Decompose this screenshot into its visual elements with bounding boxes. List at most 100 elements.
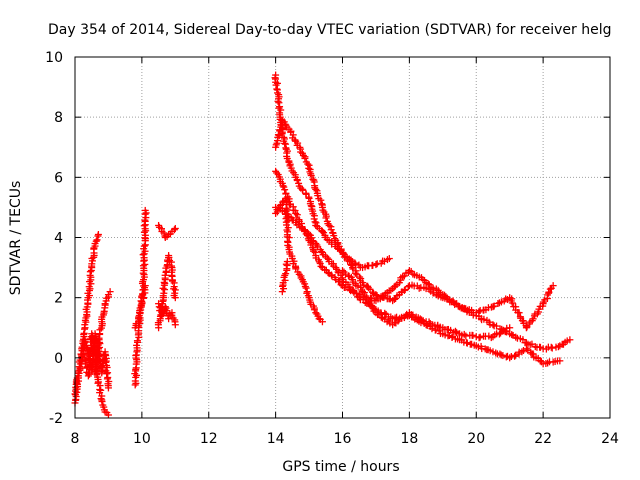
data-point-track (545, 288, 553, 296)
data-point-track (301, 283, 309, 291)
data-point-track (103, 370, 111, 378)
data-point-track (133, 341, 141, 349)
data-point-track (511, 351, 519, 359)
data-point-track (133, 337, 141, 345)
y-tick-label: 0 (54, 351, 63, 367)
data-point-track (140, 228, 148, 236)
data-point-track (272, 141, 280, 149)
data-point (506, 354, 514, 362)
data-point-track (529, 350, 537, 358)
data-point-track (283, 206, 291, 214)
data-point-track (368, 303, 376, 311)
x-tick-label: 24 (601, 431, 619, 447)
data-point (104, 291, 112, 299)
data-point-track (314, 192, 322, 200)
data-point-track (511, 352, 519, 360)
data-point (506, 324, 514, 332)
data-point-track (480, 315, 488, 323)
data-point-track (390, 295, 398, 303)
data-point (161, 303, 169, 311)
data-point-track (160, 229, 168, 237)
data-point (292, 209, 300, 217)
x-tick-label: 8 (71, 431, 80, 447)
x-tick-label: 12 (200, 431, 218, 447)
data-points (71, 71, 574, 419)
y-tick-label: 10 (45, 50, 63, 66)
data-point-track (351, 269, 359, 277)
x-tick-label: 18 (400, 431, 418, 447)
y-axis-title: SDTVAR / TECUs (8, 181, 24, 296)
data-point-track (308, 237, 316, 245)
data-point-track (493, 322, 501, 330)
data-point-track (273, 169, 281, 177)
data-point-track (328, 272, 336, 280)
data-point-track (518, 348, 526, 356)
data-point-track (495, 330, 503, 338)
y-tick-label: 2 (54, 291, 63, 307)
data-point-track (499, 352, 507, 360)
chart-title: Day 354 of 2014, Sidereal Day-to-day VTE… (48, 22, 611, 38)
data-point (549, 282, 557, 290)
data-point-track (98, 398, 106, 406)
data-point-track (356, 273, 364, 281)
y-tick-label: -2 (49, 411, 63, 427)
data-point-track (96, 326, 104, 334)
data-point-track (446, 296, 454, 304)
x-tick-label: 20 (467, 431, 485, 447)
data-point-track (360, 289, 368, 297)
data-point (522, 345, 530, 353)
data-point-track (159, 284, 167, 292)
data-point (315, 315, 323, 323)
data-point-track (299, 186, 307, 194)
data-point-track (281, 186, 289, 194)
y-tick-label: 8 (54, 110, 63, 126)
data-point-track (279, 182, 287, 190)
data-point-track (429, 284, 437, 292)
data-point-track (86, 268, 94, 276)
data-point-track (529, 315, 537, 323)
data-point-track (381, 309, 389, 317)
data-point (522, 339, 530, 347)
data-point (282, 270, 290, 278)
data-point-track (274, 131, 282, 139)
data-point (141, 206, 149, 214)
data-point-track (272, 81, 280, 89)
data-point-track (311, 218, 319, 226)
data-point-track (432, 326, 440, 334)
grid-lines (75, 57, 610, 418)
data-point-track (469, 331, 477, 339)
data-point-track (76, 363, 84, 371)
data-point-track (140, 242, 148, 250)
data-point-track (463, 339, 471, 347)
x-tick-label: 10 (133, 431, 151, 447)
data-point-track (305, 164, 313, 172)
data-point (94, 345, 102, 353)
data-point (318, 318, 326, 326)
data-point-track (425, 318, 433, 326)
data-point-track (307, 172, 315, 180)
data-point-track (369, 261, 377, 269)
x-axis-title: GPS time / hours (282, 459, 399, 475)
data-point-track (102, 358, 110, 366)
data-point (165, 315, 173, 323)
data-point (155, 300, 163, 308)
data-point (283, 258, 291, 266)
data-point-track (490, 302, 498, 310)
data-point-track (317, 262, 325, 270)
data-point (94, 230, 102, 238)
data-point (171, 224, 179, 232)
data-point (171, 321, 179, 329)
data-point-track (90, 337, 98, 345)
data-point-track (295, 270, 303, 278)
data-point (312, 221, 320, 229)
data-point-track (289, 131, 297, 139)
data-point (489, 321, 497, 329)
data-point-track (274, 97, 282, 105)
y-tick-label: 4 (54, 231, 63, 247)
data-point-track (508, 331, 516, 339)
data-point-track (368, 288, 376, 296)
data-point-track (460, 330, 468, 338)
data-point-track (415, 284, 423, 292)
